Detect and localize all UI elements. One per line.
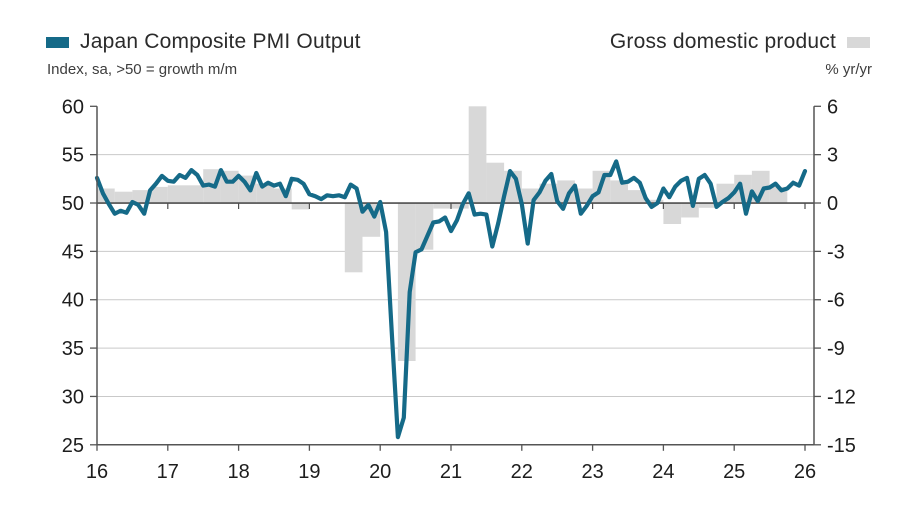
x-axis-tick-label: 24 [652,461,674,483]
x-axis-tick-label: 25 [723,461,745,483]
gdp-bar [663,203,682,224]
x-axis-tick-label: 26 [794,461,816,483]
left-axis-tick-label: 30 [62,386,84,408]
x-axis-labels: 16 17 18 19 20 21 22 23 24 25 26 [86,461,816,483]
gridlines [97,154,814,397]
y-axis-labels-left: 60 55 50 45 40 35 30 25 [62,96,84,457]
right-axis-tick-label: -6 [827,290,845,312]
left-axis-tick-label: 45 [62,241,84,263]
gdp-bar [645,199,664,203]
gdp-bar [167,185,186,203]
right-axis-tick-label: -3 [827,241,845,263]
gdp-bars [97,106,788,361]
pmi-line-path [94,159,808,440]
gdp-bar [681,203,699,218]
gdp-bar [415,203,434,250]
gdp-bar [344,203,363,273]
pmi-legend-swatch-icon [46,36,69,48]
x-axis-tick-label: 17 [157,461,179,483]
x-axis-tick-label: 20 [369,461,391,483]
right-axis-tick-label: 6 [827,96,838,118]
axes [90,105,821,451]
gdp-bar [433,203,451,209]
x-axis-tick-label: 23 [581,461,603,483]
gdp-bar [256,183,274,203]
right-axis-tick-label: -12 [827,386,856,408]
right-axis-tick-label: 0 [827,193,838,215]
pmi-legend-label: Japan Composite PMI Output [80,30,361,53]
left-axis-tick-label: 50 [62,193,84,215]
gdp-bar [397,203,416,361]
x-axis-tick-label: 19 [298,461,320,483]
right-axis-tick-label: -9 [827,338,845,360]
x-axis-tick-label: 21 [440,461,462,483]
legend-pmi: Japan Composite PMI Output [46,30,361,54]
gdp-bar [698,203,717,208]
gdp-bar [451,203,469,209]
x-axis-tick-label: 16 [86,461,108,483]
gdp-axis-subtitle: % yr/yr [825,61,872,78]
right-axis-tick-label: -15 [827,435,856,457]
right-axis-tick-label: 3 [827,145,838,167]
pmi-line [94,159,808,440]
gdp-bar [291,203,310,210]
left-axis-tick-label: 35 [62,338,84,360]
pmi-axis-subtitle: Index, sa, >50 = growth m/m [47,61,238,78]
y-axis-labels-right: 6 3 0 -3 -6 -9 -12 -15 [827,96,856,457]
gdp-legend-swatch-icon [847,36,870,48]
gdp-bar [185,185,204,203]
x-axis-tick-label: 22 [511,461,533,483]
left-axis-tick-label: 40 [62,290,84,312]
gdp-bar [610,180,628,203]
left-axis-tick-label: 55 [62,145,84,167]
gdp-legend-label: Gross domestic product [609,30,836,53]
left-axis-tick-label: 60 [62,96,84,118]
gdp-bar [628,190,646,203]
legend-gdp: Gross domestic product [610,30,870,54]
gdp-bar [486,162,505,203]
gdp-bar [468,106,487,203]
left-axis-tick-label: 25 [62,435,84,457]
gdp-bar [114,191,133,203]
x-axis-tick-label: 18 [227,461,249,483]
gdp-bar [150,186,168,203]
gdp-bar [557,180,575,203]
